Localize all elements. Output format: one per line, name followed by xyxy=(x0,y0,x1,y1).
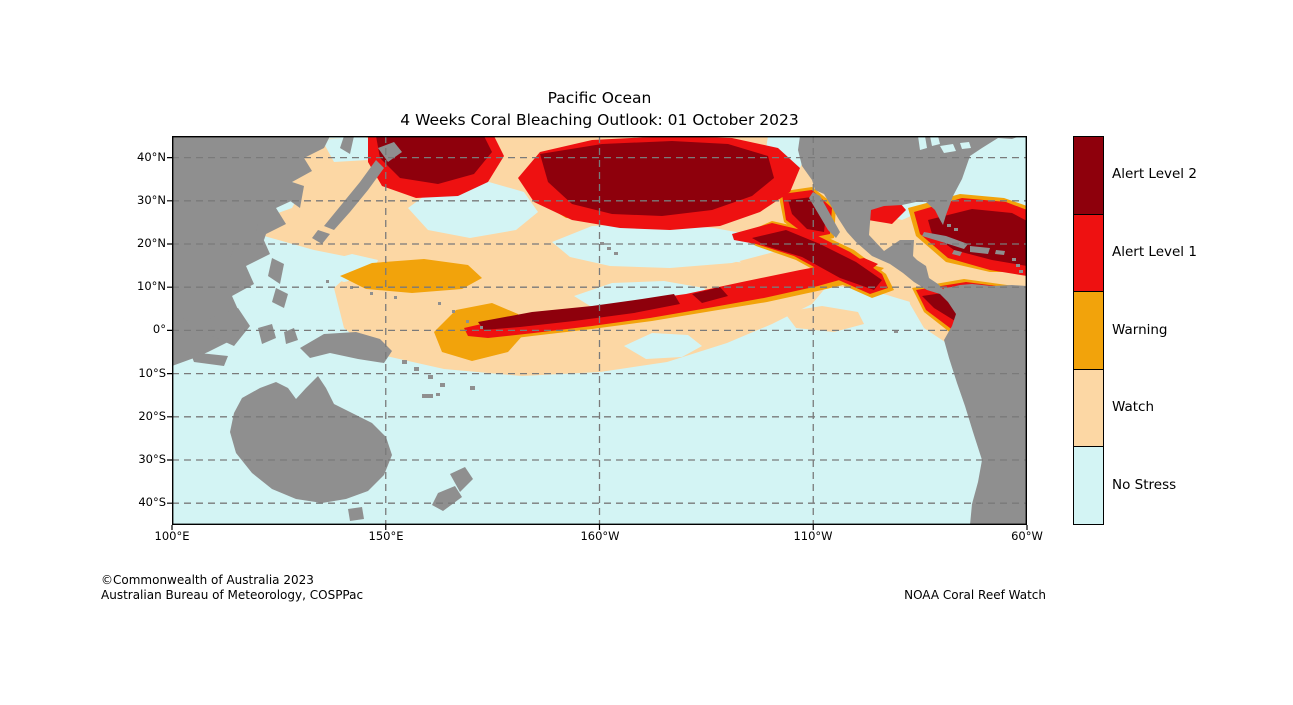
land-sakhalin xyxy=(340,136,354,154)
y-tick-label: 40°N xyxy=(137,150,166,164)
land-borneo xyxy=(210,308,250,346)
land-java xyxy=(190,352,228,366)
figure-title: Pacific Ocean 4 Weeks Coral Bleaching Ou… xyxy=(172,87,1027,131)
alert2-central-america xyxy=(752,230,882,290)
watch-southeast-blob xyxy=(784,306,864,332)
credit-copyright: ©Commonwealth of Australia 2023 xyxy=(101,573,314,587)
land-north-america xyxy=(798,136,1020,294)
colorbar-cell-no-stress xyxy=(1073,446,1104,525)
alert2-tongue-segment xyxy=(692,287,728,303)
map-plot xyxy=(167,135,1028,530)
land-south-america xyxy=(940,284,1027,525)
land-honshu xyxy=(324,160,384,230)
land-baja-california xyxy=(809,192,840,238)
y-tick-label: 30°S xyxy=(138,452,166,466)
nostress-okhotsk xyxy=(322,136,382,162)
colorbar-cell-watch xyxy=(1073,368,1104,448)
x-tick-label: 110°W xyxy=(793,529,833,543)
land-sulawesi xyxy=(258,324,276,344)
y-tick-label: 40°S xyxy=(138,495,166,509)
x-tick-label: 160°W xyxy=(580,529,620,543)
land-korea xyxy=(286,182,304,208)
land-sumatra xyxy=(172,312,206,346)
land-mindanao xyxy=(272,288,288,308)
land-layer xyxy=(172,136,1027,525)
legend-label-watch: Watch xyxy=(1112,399,1155,415)
colorbar-cell-alert-level-1 xyxy=(1073,213,1104,293)
axis-ticks xyxy=(167,157,1028,530)
warning-west-band xyxy=(340,259,482,293)
title-line-1: Pacific Ocean xyxy=(547,89,652,107)
y-tick-label: 10°N xyxy=(137,279,166,293)
plot-frame xyxy=(171,135,1027,526)
land-kyushu xyxy=(312,230,330,244)
y-tick-label: 20°N xyxy=(137,236,166,250)
graticule-gridlines xyxy=(172,136,1027,525)
title-line-2: 4 Weeks Coral Bleaching Outlook: 01 Octo… xyxy=(400,111,799,129)
alert2-tongue-core xyxy=(478,294,680,330)
legend-label-no-stress: No Stress xyxy=(1112,477,1177,493)
y-tick-label: 10°S xyxy=(138,366,166,380)
bleaching-alert2-layer xyxy=(376,136,1027,341)
y-tick-label: 0° xyxy=(152,322,166,336)
legend-label-warning: Warning xyxy=(1112,322,1168,338)
y-tick-label: 30°N xyxy=(137,193,166,207)
land-taiwan xyxy=(255,224,268,240)
land-nz-south xyxy=(432,486,462,511)
colorbar-cell-alert-level-2 xyxy=(1073,136,1104,215)
colorbar xyxy=(1073,136,1104,525)
land-hokkaido xyxy=(378,142,402,162)
land-luzon xyxy=(268,258,284,284)
colorbar-cell-warning xyxy=(1073,291,1104,370)
credit-agency: Australian Bureau of Meteorology, COSPPa… xyxy=(101,588,364,602)
land-tasmania xyxy=(348,507,364,521)
y-tick-label: 20°S xyxy=(138,409,166,423)
legend-label-alert-level-2: Alert Level 2 xyxy=(1112,166,1197,182)
x-tick-label: 150°E xyxy=(368,529,404,543)
x-tick-label: 60°W xyxy=(1011,529,1043,543)
land-hainan xyxy=(220,246,234,258)
caribbean-islands xyxy=(922,224,1023,273)
great-lakes xyxy=(918,136,971,153)
land-australia xyxy=(230,376,392,503)
nostress-tropical-hole-2 xyxy=(624,333,702,359)
alert2-north-west xyxy=(376,136,492,184)
land-new-guinea xyxy=(300,332,392,363)
x-tick-label: 100°E xyxy=(154,529,190,543)
legend-label-alert-level-1: Alert Level 1 xyxy=(1112,244,1197,260)
land-nz-north xyxy=(450,467,473,492)
nostress-below-alert-blob xyxy=(552,223,774,268)
land-moluccas xyxy=(284,328,298,344)
alert2-north-main xyxy=(540,141,774,216)
credit-source: NOAA Coral Reef Watch xyxy=(904,588,1046,602)
